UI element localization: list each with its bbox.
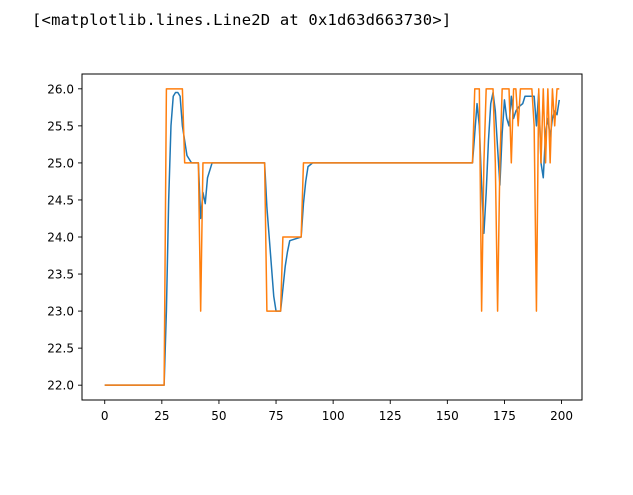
axes-frame <box>81 73 583 401</box>
x-tick-label: 200 <box>550 409 573 423</box>
y-tick-label: 24.0 <box>47 231 74 245</box>
y-tick-label: 24.5 <box>47 193 74 207</box>
y-tick-label: 23.0 <box>47 305 74 319</box>
y-axis-ticks: 22.0 22.5 23.0 23.5 24.0 24.5 25.0 25.5 26.0 <box>47 82 82 393</box>
x-tick-label: 25 <box>154 409 169 423</box>
x-tick-label: 0 <box>101 409 109 423</box>
x-tick-label: 75 <box>268 409 283 423</box>
series-line-2 <box>104 88 560 386</box>
cell-output-text: [<matplotlib.lines.Line2D at 0x1d63d6637… <box>32 11 452 29</box>
x-tick-label: 100 <box>322 409 345 423</box>
series-layer <box>104 88 561 386</box>
y-tick-label: 25.0 <box>47 156 74 170</box>
y-tick-label: 23.5 <box>47 268 74 282</box>
y-tick-label: 22.5 <box>47 342 74 356</box>
x-tick-label: 150 <box>436 409 459 423</box>
x-axis-ticks: 0 25 50 75 100 125 150 175 200 <box>101 400 573 423</box>
y-tick-label: 26.0 <box>47 82 74 96</box>
series-line-1 <box>104 91 561 386</box>
y-tick-label: 22.0 <box>47 379 74 393</box>
x-tick-label: 125 <box>379 409 402 423</box>
y-tick-label: 25.5 <box>47 119 74 133</box>
x-tick-label: 50 <box>211 409 226 423</box>
x-tick-label: 175 <box>493 409 516 423</box>
